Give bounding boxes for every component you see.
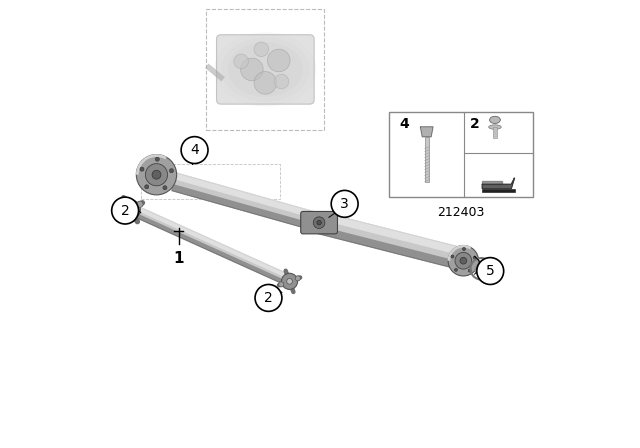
Circle shape [255, 284, 282, 311]
Circle shape [152, 170, 161, 179]
Polygon shape [320, 212, 460, 254]
Circle shape [140, 167, 144, 171]
Circle shape [448, 246, 479, 276]
Polygon shape [420, 127, 433, 137]
Ellipse shape [221, 37, 310, 102]
Circle shape [295, 276, 300, 281]
Circle shape [282, 273, 298, 289]
Text: 5: 5 [486, 264, 495, 278]
Text: 3: 3 [340, 197, 349, 211]
Text: 212403: 212403 [437, 206, 485, 219]
Circle shape [468, 269, 471, 272]
Bar [493, 127, 497, 138]
Circle shape [136, 155, 177, 195]
Circle shape [121, 200, 140, 220]
Polygon shape [316, 226, 456, 268]
Circle shape [332, 190, 358, 217]
Polygon shape [483, 181, 502, 184]
Circle shape [454, 268, 458, 271]
Circle shape [181, 137, 208, 164]
Circle shape [460, 258, 467, 264]
Bar [425, 137, 429, 181]
Circle shape [451, 255, 454, 258]
Circle shape [268, 49, 290, 72]
Bar [483, 189, 515, 192]
Circle shape [314, 217, 325, 228]
Polygon shape [172, 185, 317, 231]
Circle shape [254, 42, 269, 56]
Ellipse shape [489, 125, 501, 129]
Circle shape [241, 58, 263, 81]
Circle shape [317, 220, 321, 225]
Text: 2: 2 [470, 117, 479, 131]
Ellipse shape [490, 116, 500, 124]
Polygon shape [141, 208, 290, 278]
Circle shape [137, 201, 143, 207]
Circle shape [118, 212, 124, 218]
Polygon shape [175, 173, 320, 219]
Polygon shape [172, 173, 320, 231]
Circle shape [234, 54, 248, 69]
Circle shape [455, 252, 472, 269]
Ellipse shape [228, 42, 303, 97]
Polygon shape [138, 208, 290, 285]
Polygon shape [138, 215, 287, 285]
Circle shape [477, 258, 504, 284]
Circle shape [156, 157, 159, 161]
FancyBboxPatch shape [216, 35, 314, 104]
Polygon shape [483, 178, 515, 189]
Circle shape [145, 164, 168, 186]
Text: 4: 4 [190, 143, 199, 157]
Text: 1: 1 [173, 251, 184, 266]
Circle shape [473, 256, 476, 259]
Polygon shape [316, 212, 460, 268]
Bar [389, 112, 532, 197]
Circle shape [278, 282, 284, 287]
Circle shape [145, 185, 148, 189]
Circle shape [287, 279, 292, 284]
FancyBboxPatch shape [301, 211, 337, 234]
Circle shape [170, 169, 173, 173]
Circle shape [112, 197, 139, 224]
Text: 2: 2 [264, 291, 273, 305]
Text: 4: 4 [399, 117, 409, 131]
Circle shape [254, 72, 276, 94]
Circle shape [274, 74, 289, 89]
Ellipse shape [214, 32, 316, 107]
Circle shape [484, 265, 497, 279]
Text: 2: 2 [121, 203, 129, 218]
Circle shape [127, 206, 134, 213]
Circle shape [163, 186, 167, 190]
Circle shape [463, 247, 465, 250]
